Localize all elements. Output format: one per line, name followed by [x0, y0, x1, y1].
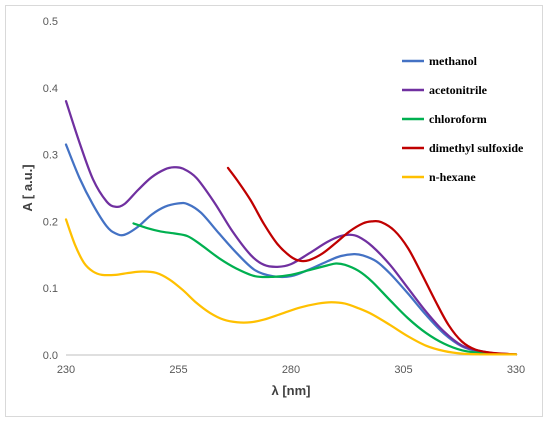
y-tick-label: 0.3 — [43, 150, 58, 162]
series-lines — [64, 100, 518, 356]
x-tick-labels: 230 255 280 305 330 — [57, 364, 525, 376]
y-tick-label: 0.2 — [43, 216, 58, 228]
y-axis-title: A [ a.u.] — [20, 164, 35, 211]
x-tick-label: 255 — [169, 364, 187, 376]
y-tick-label: 0.0 — [43, 350, 58, 362]
series-line-chloroform — [132, 222, 518, 356]
x-tick-label: 230 — [57, 364, 75, 376]
legend: methanol acetonitrile chloroform dimethyl s… — [402, 54, 524, 184]
series-line-acetonitrile — [64, 100, 518, 356]
y-tick-label: 0.4 — [43, 83, 58, 95]
legend-label: acetonitrile — [429, 83, 488, 97]
y-tick-labels: 0.0 0.1 0.2 0.3 0.4 0.5 — [43, 16, 58, 362]
x-tick-label: 280 — [282, 364, 300, 376]
series-line-dimethyl-sulfoxide — [226, 166, 518, 356]
legend-label: chloroform — [429, 112, 487, 126]
chart-frame: 0.0 0.1 0.2 0.3 0.4 0.5 230 255 280 305 330 A [ a… — [5, 5, 543, 417]
x-tick-label: 330 — [507, 364, 525, 376]
x-axis-title: λ [nm] — [272, 383, 311, 398]
y-tick-label: 0.1 — [43, 283, 58, 295]
legend-label: n-hexane — [429, 170, 476, 184]
legend-label: methanol — [429, 54, 478, 68]
x-tick-label: 305 — [394, 364, 412, 376]
legend-label: dimethyl sulfoxide — [429, 141, 524, 155]
chart-svg: 0.0 0.1 0.2 0.3 0.4 0.5 230 255 280 305 330 A [ a… — [20, 16, 525, 398]
y-tick-label: 0.5 — [43, 16, 58, 28]
series-line-n-hexane — [64, 218, 518, 356]
